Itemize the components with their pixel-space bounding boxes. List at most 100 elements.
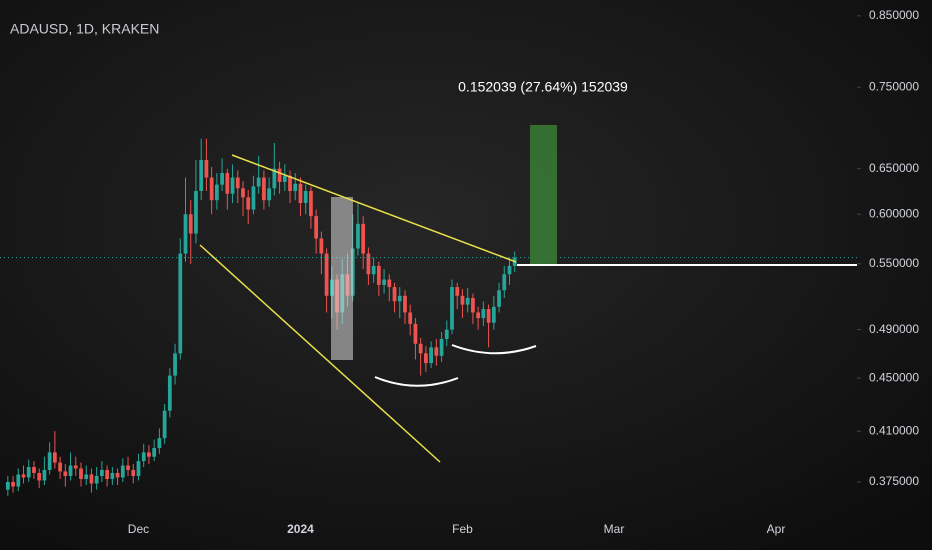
candle-body: [110, 472, 115, 479]
candle-body: [262, 177, 266, 201]
candle-body: [214, 184, 219, 201]
candle-body: [47, 452, 52, 470]
candle-body: [319, 238, 324, 254]
candle-body: [502, 274, 507, 291]
candle-body: [11, 481, 15, 487]
candle-body: [246, 197, 251, 210]
candle-body: [429, 347, 433, 364]
candle-body: [424, 353, 428, 364]
candle-body: [37, 472, 42, 481]
x-tick-label: Mar: [604, 522, 625, 536]
candle-body: [5, 481, 10, 490]
x-tick-label: 2024: [287, 522, 314, 536]
candle-body: [439, 338, 444, 356]
candle-body: [491, 306, 496, 323]
candle-body: [230, 177, 235, 194]
candle-body: [183, 214, 188, 254]
candle-body: [209, 177, 214, 201]
candle-body: [455, 287, 460, 296]
candle-body: [63, 471, 68, 476]
candle-body: [387, 279, 392, 288]
x-tick-label: Feb: [452, 522, 473, 536]
candle-body: [147, 452, 151, 457]
candle-body: [94, 475, 99, 484]
y-tick-label: 0.410000: [869, 423, 919, 437]
candle-body: [141, 452, 146, 462]
candle-body: [152, 448, 157, 457]
candle-body: [115, 472, 120, 478]
candle-body: [288, 175, 292, 192]
y-tick-label: 0.650000: [869, 161, 919, 175]
chart-title: ADAUSD, 1D, KRAKEN: [10, 21, 159, 37]
candle-body: [450, 287, 454, 330]
candle-body: [476, 312, 481, 319]
candle-body: [204, 159, 209, 178]
candle-body: [413, 323, 418, 344]
candle-body: [178, 253, 183, 354]
candle-body: [188, 214, 193, 234]
candle-body: [303, 191, 308, 203]
y-tick-label: 0.375000: [869, 474, 919, 488]
candle-body: [235, 177, 240, 189]
candle-body: [32, 466, 36, 473]
candle-body: [58, 462, 62, 472]
highlight-box: [331, 197, 353, 360]
candle-body: [460, 295, 465, 305]
candle-body: [434, 347, 439, 356]
candle-body: [26, 466, 31, 478]
candle-body: [371, 265, 376, 275]
candle-body: [251, 186, 256, 210]
candle-body: [324, 253, 329, 296]
candle-body: [356, 223, 360, 249]
y-tick-label: 0.550000: [869, 256, 919, 270]
candle-body: [52, 452, 57, 463]
candle-body: [16, 474, 21, 487]
candle-body: [120, 465, 125, 478]
candle-body: [507, 265, 512, 275]
candle-body: [21, 474, 26, 478]
x-tick-label: Dec: [128, 522, 149, 536]
y-tick-label: 0.750000: [869, 79, 919, 93]
candle-body: [272, 168, 277, 189]
candle-body: [79, 468, 83, 479]
lower-trendline: [199, 244, 441, 463]
candle-body: [84, 474, 89, 479]
candle-body: [376, 265, 381, 285]
candle-body: [173, 353, 177, 376]
candle-body: [403, 295, 407, 313]
candle-body: [220, 173, 224, 185]
candle-body: [314, 216, 319, 239]
y-tick-label: 0.600000: [869, 206, 919, 220]
candle-body: [162, 410, 167, 439]
candle-body: [486, 309, 491, 323]
y-tick-label: 0.850000: [869, 8, 919, 22]
y-tick-label: 0.450000: [869, 370, 919, 384]
candle-body: [293, 183, 298, 192]
candle-body: [309, 191, 313, 217]
candle-body: [73, 465, 78, 469]
candle-body: [298, 183, 303, 203]
candle-body: [225, 173, 230, 194]
candle-body: [366, 253, 371, 275]
candle-body: [361, 223, 366, 254]
drawings: [199, 125, 857, 463]
candle-body: [418, 343, 423, 354]
candle-body: [42, 469, 47, 481]
candle-body: [89, 474, 94, 484]
candle-body: [199, 159, 204, 192]
candle-body: [100, 469, 104, 476]
candle-body: [105, 469, 110, 479]
candle-body: [157, 438, 162, 449]
candle-body: [267, 188, 272, 201]
candle-body: [497, 290, 501, 307]
candle-body: [136, 461, 141, 476]
target-box: [530, 125, 557, 265]
measure-label: 0.152039 (27.64%) 152039: [458, 79, 628, 95]
candle-body: [241, 188, 245, 198]
candle-body: [481, 309, 486, 319]
candle-body: [392, 287, 397, 302]
x-tick-label: Apr: [767, 522, 786, 536]
candle-body: [444, 329, 449, 339]
